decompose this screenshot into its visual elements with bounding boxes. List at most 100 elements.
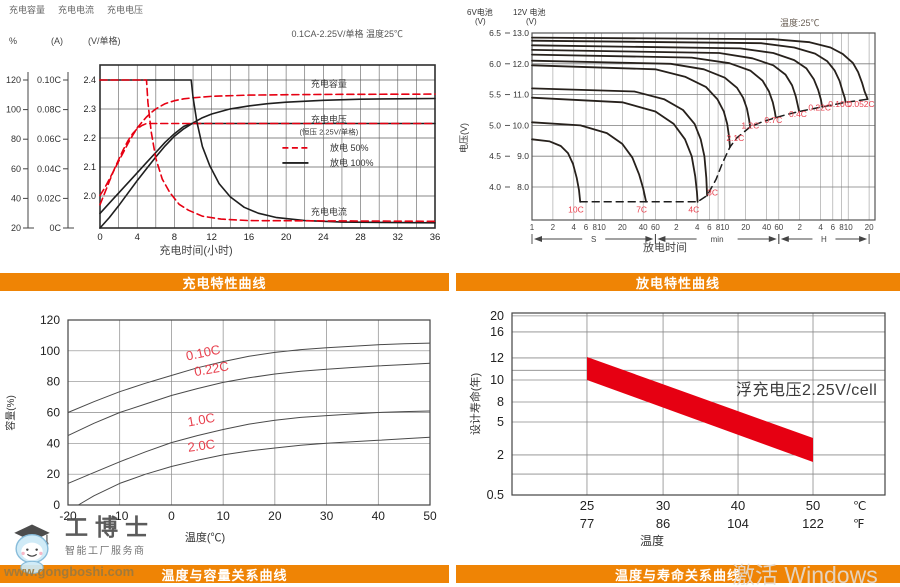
segment-arrow: [534, 236, 542, 242]
rate-label: 4C: [688, 204, 699, 214]
celsius-tick-label: 40: [731, 498, 745, 513]
fahrenheit-tick-label: 77: [580, 516, 594, 531]
curve-0.7C: [531, 53, 777, 119]
x-tick-label: 40: [372, 509, 386, 523]
curve-3C: [531, 87, 708, 197]
y-tick-label: 8: [497, 395, 504, 409]
legend-item-charge-current: 充电电流: [58, 5, 95, 15]
current-tick-label: 0.06C: [37, 134, 62, 144]
y-tick-label: 120: [40, 313, 60, 327]
y-axis-title: 电压(V): [458, 123, 469, 153]
time-unit-label: min: [711, 235, 724, 244]
x-tick-label: 60: [651, 223, 660, 232]
y12v-tick-label: 8.0: [517, 182, 529, 192]
time-unit-label: S: [591, 235, 596, 244]
rate-label: 0.4C: [789, 109, 807, 119]
rate-label: 0.10C: [828, 99, 851, 109]
brand-url: www.gongboshi.com: [4, 564, 135, 579]
temperature-life-chart: 20 16 12 10 8 5 2 0.5 25 77 30 86 40 104 50 122 ℃ ℉ 温度 设计寿命…: [468, 309, 886, 548]
rate-label: 0.10C: [185, 342, 222, 364]
y6v-tick-label: 6.5: [489, 28, 501, 38]
x-tick-label: 36: [430, 232, 441, 243]
celsius-tick-label: 50: [806, 498, 820, 513]
x-tick-label: 10: [597, 223, 606, 232]
curve-0.4C: [531, 49, 800, 113]
segment-arrow: [780, 236, 789, 242]
temperature-capacity-chart: 0 20 40 60 80 100 120 -20 -10 0 10 20 30 40 50 温度(℃) 容量(…: [4, 313, 437, 544]
y12v-tick-label: 9.0: [517, 151, 529, 161]
x-tick-label: 10: [720, 223, 729, 232]
x-tick-label: 0: [168, 509, 175, 523]
rate-label: 2.1C: [726, 133, 744, 143]
voltage-tick-label: 2.0: [83, 191, 96, 201]
x-tick-label: 4: [695, 223, 700, 232]
curve-1.0C: [67, 410, 431, 484]
y-tick-label: 10: [490, 373, 504, 387]
x-tick-label: 32: [392, 232, 403, 243]
curve-0.10C: [67, 342, 431, 413]
legend-label-50: 放电 50%: [330, 142, 369, 153]
rate-label: 0.7C: [764, 115, 782, 125]
x-tick-label: -10: [111, 509, 129, 523]
brand-tagline: 智能工厂服务商: [65, 546, 146, 558]
top-legend-row: 充电容量 充电电流 充电电压: [9, 3, 143, 16]
voltage-tick-label: 2.1: [83, 162, 96, 172]
x-tick-label: 2: [797, 223, 802, 232]
chart-text: (V): [475, 17, 486, 26]
x-tick-label: 8: [839, 223, 844, 232]
discharge-plot-border: [531, 32, 876, 221]
banner-charge-curve: 充电特性曲线: [0, 273, 449, 291]
x-tick-label: 24: [318, 232, 329, 243]
fahrenheit-unit: ℉: [853, 517, 864, 531]
design-life-band: [587, 357, 813, 462]
condition-note: 温度:25℃: [780, 17, 820, 28]
y6v-tick-label: 5.5: [489, 90, 501, 100]
series-voltage-50pct-discharged: [99, 122, 436, 206]
percent-tick-label: 40: [11, 193, 21, 203]
templife-plot-border: [511, 312, 886, 496]
curve-annotation: 充电电流: [311, 206, 347, 217]
series-voltage-100pct-discharged: [99, 122, 436, 215]
rate-label: 0.22C: [193, 358, 230, 379]
x-tick-label: 4: [818, 223, 823, 232]
percent-tick-label: 60: [11, 164, 21, 174]
mascot-icon: [14, 524, 50, 575]
y-tick-label: 12: [490, 351, 504, 365]
x-tick-label: 4: [572, 223, 577, 232]
y-tick-label: 20: [47, 467, 61, 481]
y12v-tick-label: 10.0: [512, 120, 529, 130]
x-tick-label: 10: [844, 223, 853, 232]
y-tick-label: 2: [497, 448, 504, 462]
rate-label: 3C: [707, 188, 718, 198]
y-tick-label: 40: [47, 436, 61, 450]
x-tick-label: 20: [865, 223, 874, 232]
x-tick-label: 8: [716, 223, 721, 232]
rate-label: 2.0C: [187, 436, 216, 455]
banner-temp-life-curve: 温度与寿命关系曲线: [456, 565, 900, 583]
curve-1.2C: [531, 59, 752, 128]
y-tick-label: 100: [40, 344, 60, 358]
charge-plot-border: [99, 64, 436, 229]
current-tick-label: 0.02C: [37, 193, 62, 203]
x-axis-title: 放电时间: [643, 240, 687, 254]
y-tick-label: 5: [497, 415, 504, 429]
current-tick-label: 0.10C: [37, 75, 62, 85]
banner-temp-capacity-curve: 温度与容量关系曲线: [0, 565, 449, 583]
segment-arrow: [859, 236, 868, 242]
celsius-tick-label: 25: [580, 498, 594, 513]
x-tick-label: 20: [281, 232, 292, 243]
y12v-tick-label: 11.0: [513, 90, 529, 100]
curve-0.22C: [67, 362, 431, 437]
x-tick-label: 6: [584, 223, 589, 232]
y-tick-label: 20: [490, 309, 504, 323]
percent-tick-label: 100: [6, 105, 21, 115]
x-axis-title: 温度(℃): [185, 530, 225, 544]
curve-10C: [531, 138, 582, 203]
rate-label: 7C: [636, 204, 647, 214]
y12v-tick-label: 13.0: [512, 28, 529, 38]
x-tick-label: 8: [592, 223, 597, 232]
curve-4C: [531, 96, 699, 203]
rate-label: 0.22C: [808, 103, 831, 113]
y12v-axis-title: 12V 电池: [513, 7, 545, 17]
